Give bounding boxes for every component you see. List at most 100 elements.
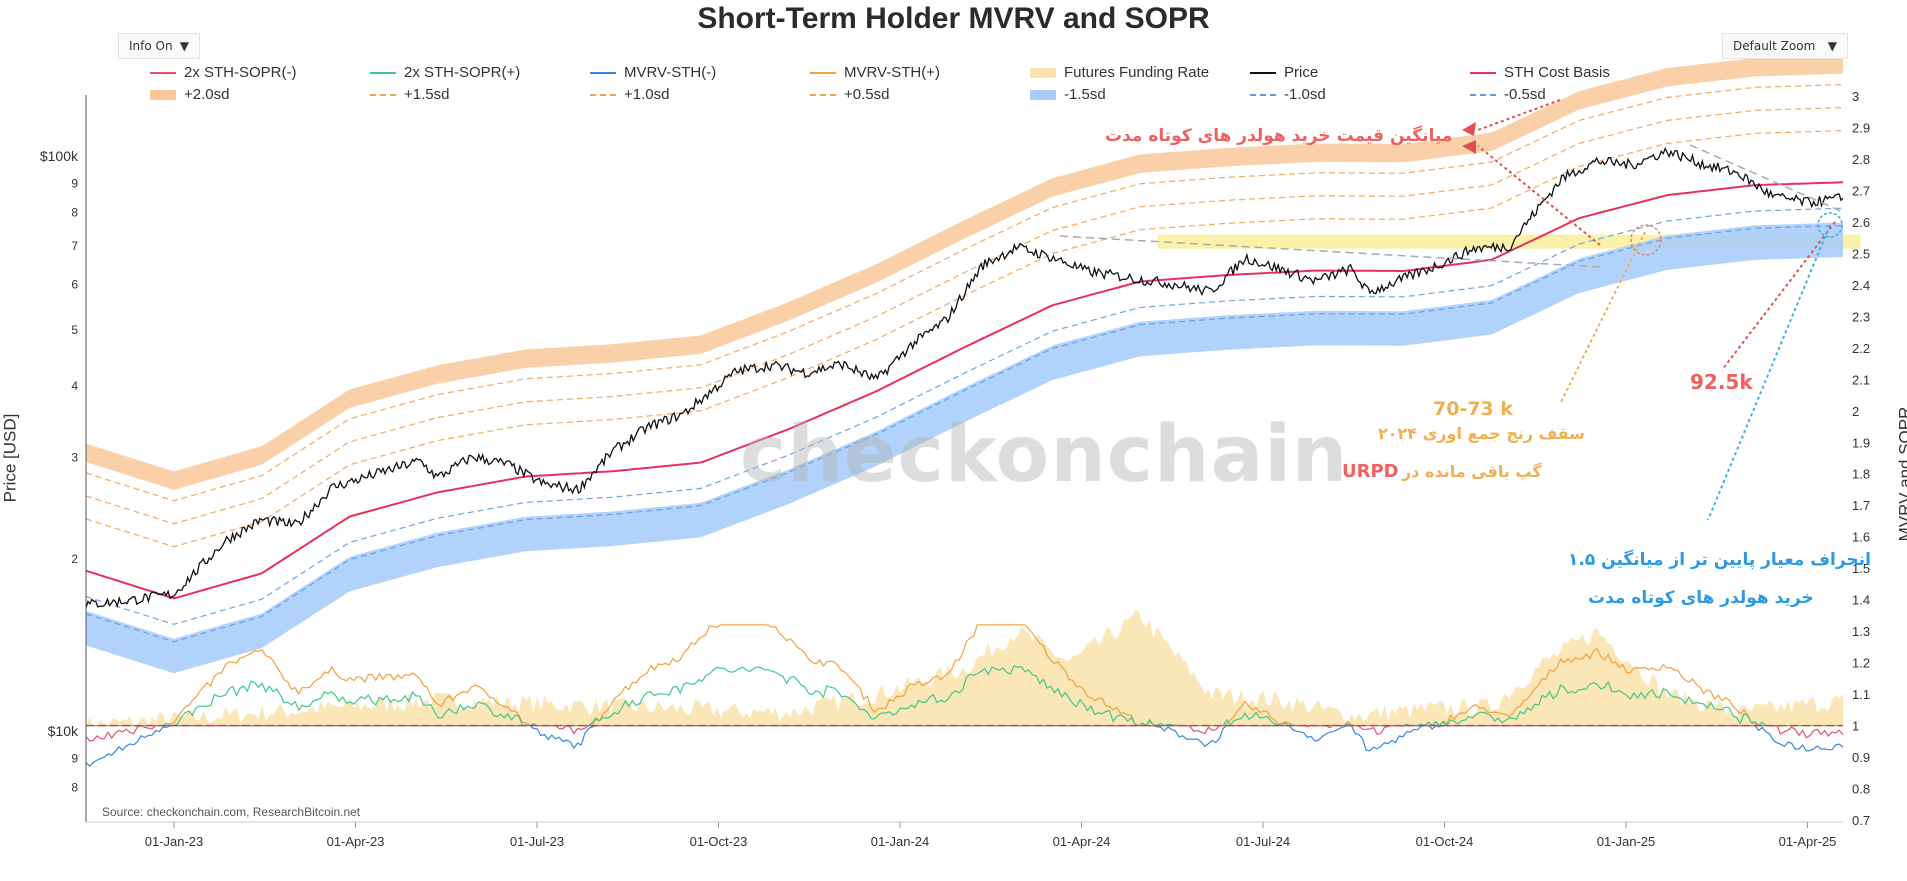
ratio-layer — [85, 624, 1844, 767]
legend-item[interactable]: MVRV-STH(+) — [810, 64, 940, 81]
y-right-tick-label: 2.9 — [1852, 120, 1870, 135]
legend-item[interactable]: +1.5sd — [370, 86, 449, 103]
legend-swatch — [1470, 71, 1496, 74]
arrowhead-sth-avg-1 — [1462, 122, 1476, 136]
legend-item[interactable]: Futures Funding Rate — [1030, 64, 1209, 81]
legend-label: Price — [1284, 64, 1319, 81]
y-left-tick-label: 5 — [71, 323, 78, 337]
annotation-92k: 92.5k — [1690, 370, 1753, 394]
y-right-tick-label: 2.2 — [1852, 341, 1870, 356]
source-note: Source: checkonchain.com, ResearchBitcoi… — [102, 805, 361, 819]
y-left-tick-label: 2 — [71, 552, 78, 566]
legend-swatch — [370, 71, 396, 74]
info-toggle-label: Info On — [129, 39, 173, 53]
y-right-tick-label: 0.8 — [1852, 782, 1870, 797]
legend-item[interactable]: +1.0sd — [590, 86, 669, 103]
arrow-92k — [1721, 221, 1836, 371]
legend-item[interactable]: -1.0sd — [1250, 86, 1326, 103]
mvrv-sth-minus-line — [85, 724, 1844, 767]
x-tick-label: 01-Jan-23 — [145, 834, 204, 849]
y-left-tick-label: 8 — [71, 781, 78, 795]
arrowhead-sth-avg-2 — [1462, 140, 1476, 154]
y-right-tick-label: 3 — [1852, 89, 1859, 104]
legend-swatch — [810, 93, 836, 96]
band-layer — [85, 55, 1861, 674]
legend-item[interactable]: -0.5sd — [1470, 86, 1546, 103]
arrow-range-top — [1559, 231, 1646, 405]
legend-item[interactable]: 2x STH-SOPR(+) — [370, 64, 520, 81]
legend-item[interactable]: STH Cost Basis — [1470, 64, 1610, 81]
annotation-layer — [1059, 99, 1844, 521]
y-right-tick-label: 1.8 — [1852, 467, 1870, 482]
funding-layer — [86, 610, 1843, 726]
annotation-sth-avg: میانگین قیمت خرید هولدر های کوتاه مدت — [1105, 126, 1453, 146]
x-tick-label: 01-Oct-24 — [1416, 834, 1474, 849]
axes-layer: 01-Jan-23 01-Apr-23 01-Jul-23 01-Oct-23 01-J… — [40, 89, 1870, 849]
legend-label: +0.5sd — [844, 86, 890, 103]
y-right-tick-label: 1.4 — [1852, 593, 1870, 608]
legend-label: MVRV-STH(+) — [844, 64, 940, 81]
legend-label: -1.0sd — [1284, 86, 1326, 103]
price-line — [85, 146, 1844, 609]
legend-swatch — [1470, 93, 1496, 96]
price-layer — [85, 146, 1844, 609]
annotation-range-top: سقف رنج جمع اوری ۲۰۲۴ — [1378, 424, 1585, 443]
legend-swatch — [1250, 93, 1276, 96]
y-right-tick-label: 2.4 — [1852, 278, 1870, 293]
y-left-tick-label: 6 — [71, 278, 78, 292]
price-marker-circle — [1817, 212, 1843, 238]
line-plus-1-5sd — [85, 84, 1844, 502]
annotation-gap: گپ باقی مانده در — [1402, 462, 1542, 481]
y-left-tick-label: 8 — [71, 206, 78, 220]
legend-label: -1.5sd — [1064, 86, 1106, 103]
y-right-tick-label: 1.2 — [1852, 656, 1870, 671]
y-axis-right-label: MVRV and SOPR — [1895, 406, 1907, 542]
y-right-tick-label: 1.6 — [1852, 530, 1870, 545]
legend-item[interactable]: MVRV-STH(-) — [590, 64, 716, 81]
arrow-sth-avg-2 — [1477, 145, 1601, 246]
x-tick-label: 01-Jul-24 — [1236, 834, 1290, 849]
y-right-tick-label: 1.5 — [1852, 561, 1870, 576]
x-tick-label: 01-Jul-23 — [510, 834, 564, 849]
legend-label: MVRV-STH(-) — [624, 64, 717, 81]
legend-item[interactable]: Price — [1250, 64, 1318, 81]
trend-line-top — [1689, 144, 1844, 213]
y-right-tick-label: 1.1 — [1852, 687, 1870, 702]
legend-swatch — [1030, 89, 1056, 100]
sth-cost-basis-line — [85, 181, 1844, 600]
arrow-1-5sd — [1707, 224, 1831, 521]
legend-item[interactable]: -1.5sd — [1030, 86, 1106, 103]
legend-label: STH Cost Basis — [1504, 64, 1610, 81]
y-axis-left-label: Price [USD] — [0, 413, 20, 503]
legend-item[interactable]: +2.0sd — [150, 86, 229, 103]
arrow-sth-avg-1 — [1477, 99, 1561, 131]
annotation-70k: 70-73 k — [1433, 398, 1514, 420]
x-tick-label: 01-Oct-23 — [690, 834, 748, 849]
legend-label: +2.0sd — [184, 86, 230, 103]
y-left-tick-label: 3 — [71, 451, 78, 465]
line-plus-1sd — [85, 107, 1844, 525]
x-tick-label: 01-Apr-24 — [1053, 834, 1111, 849]
y-right-tick-label: 0.9 — [1852, 750, 1870, 765]
funding-rate-area — [86, 610, 1843, 726]
legend-swatch — [1250, 71, 1276, 74]
y-left-tick-label: 9 — [71, 176, 78, 190]
annotation-sth-buy: خرید هولدر های کوتاه مدت — [1588, 588, 1814, 608]
chevron-down-icon: ▼ — [179, 39, 189, 53]
range-marker-circle — [1630, 224, 1662, 256]
zoom-dropdown[interactable]: Default Zoom ▼ — [1722, 33, 1848, 59]
legend-item[interactable]: 2x STH-SOPR(-) — [150, 64, 297, 81]
legend-swatch — [150, 71, 176, 74]
chart-title: Short-Term Holder MVRV and SOPR — [697, 2, 1210, 35]
x-tick-label: 01-Apr-25 — [1779, 834, 1837, 849]
sth-sopr-plus-line — [86, 665, 1843, 727]
y-left-tick-label: 4 — [71, 379, 78, 393]
y-left-tick-label: 7 — [71, 239, 78, 253]
line-minus-0-5sd — [85, 207, 1844, 625]
mvrv-sth-plus-line — [86, 624, 1843, 727]
chevron-down-icon: ▼ — [1827, 39, 1837, 53]
legend-swatch — [590, 71, 616, 74]
info-toggle-dropdown[interactable]: Info On ▼ — [118, 33, 200, 59]
legend-swatch — [1030, 67, 1056, 78]
legend-item[interactable]: +0.5sd — [810, 86, 889, 103]
